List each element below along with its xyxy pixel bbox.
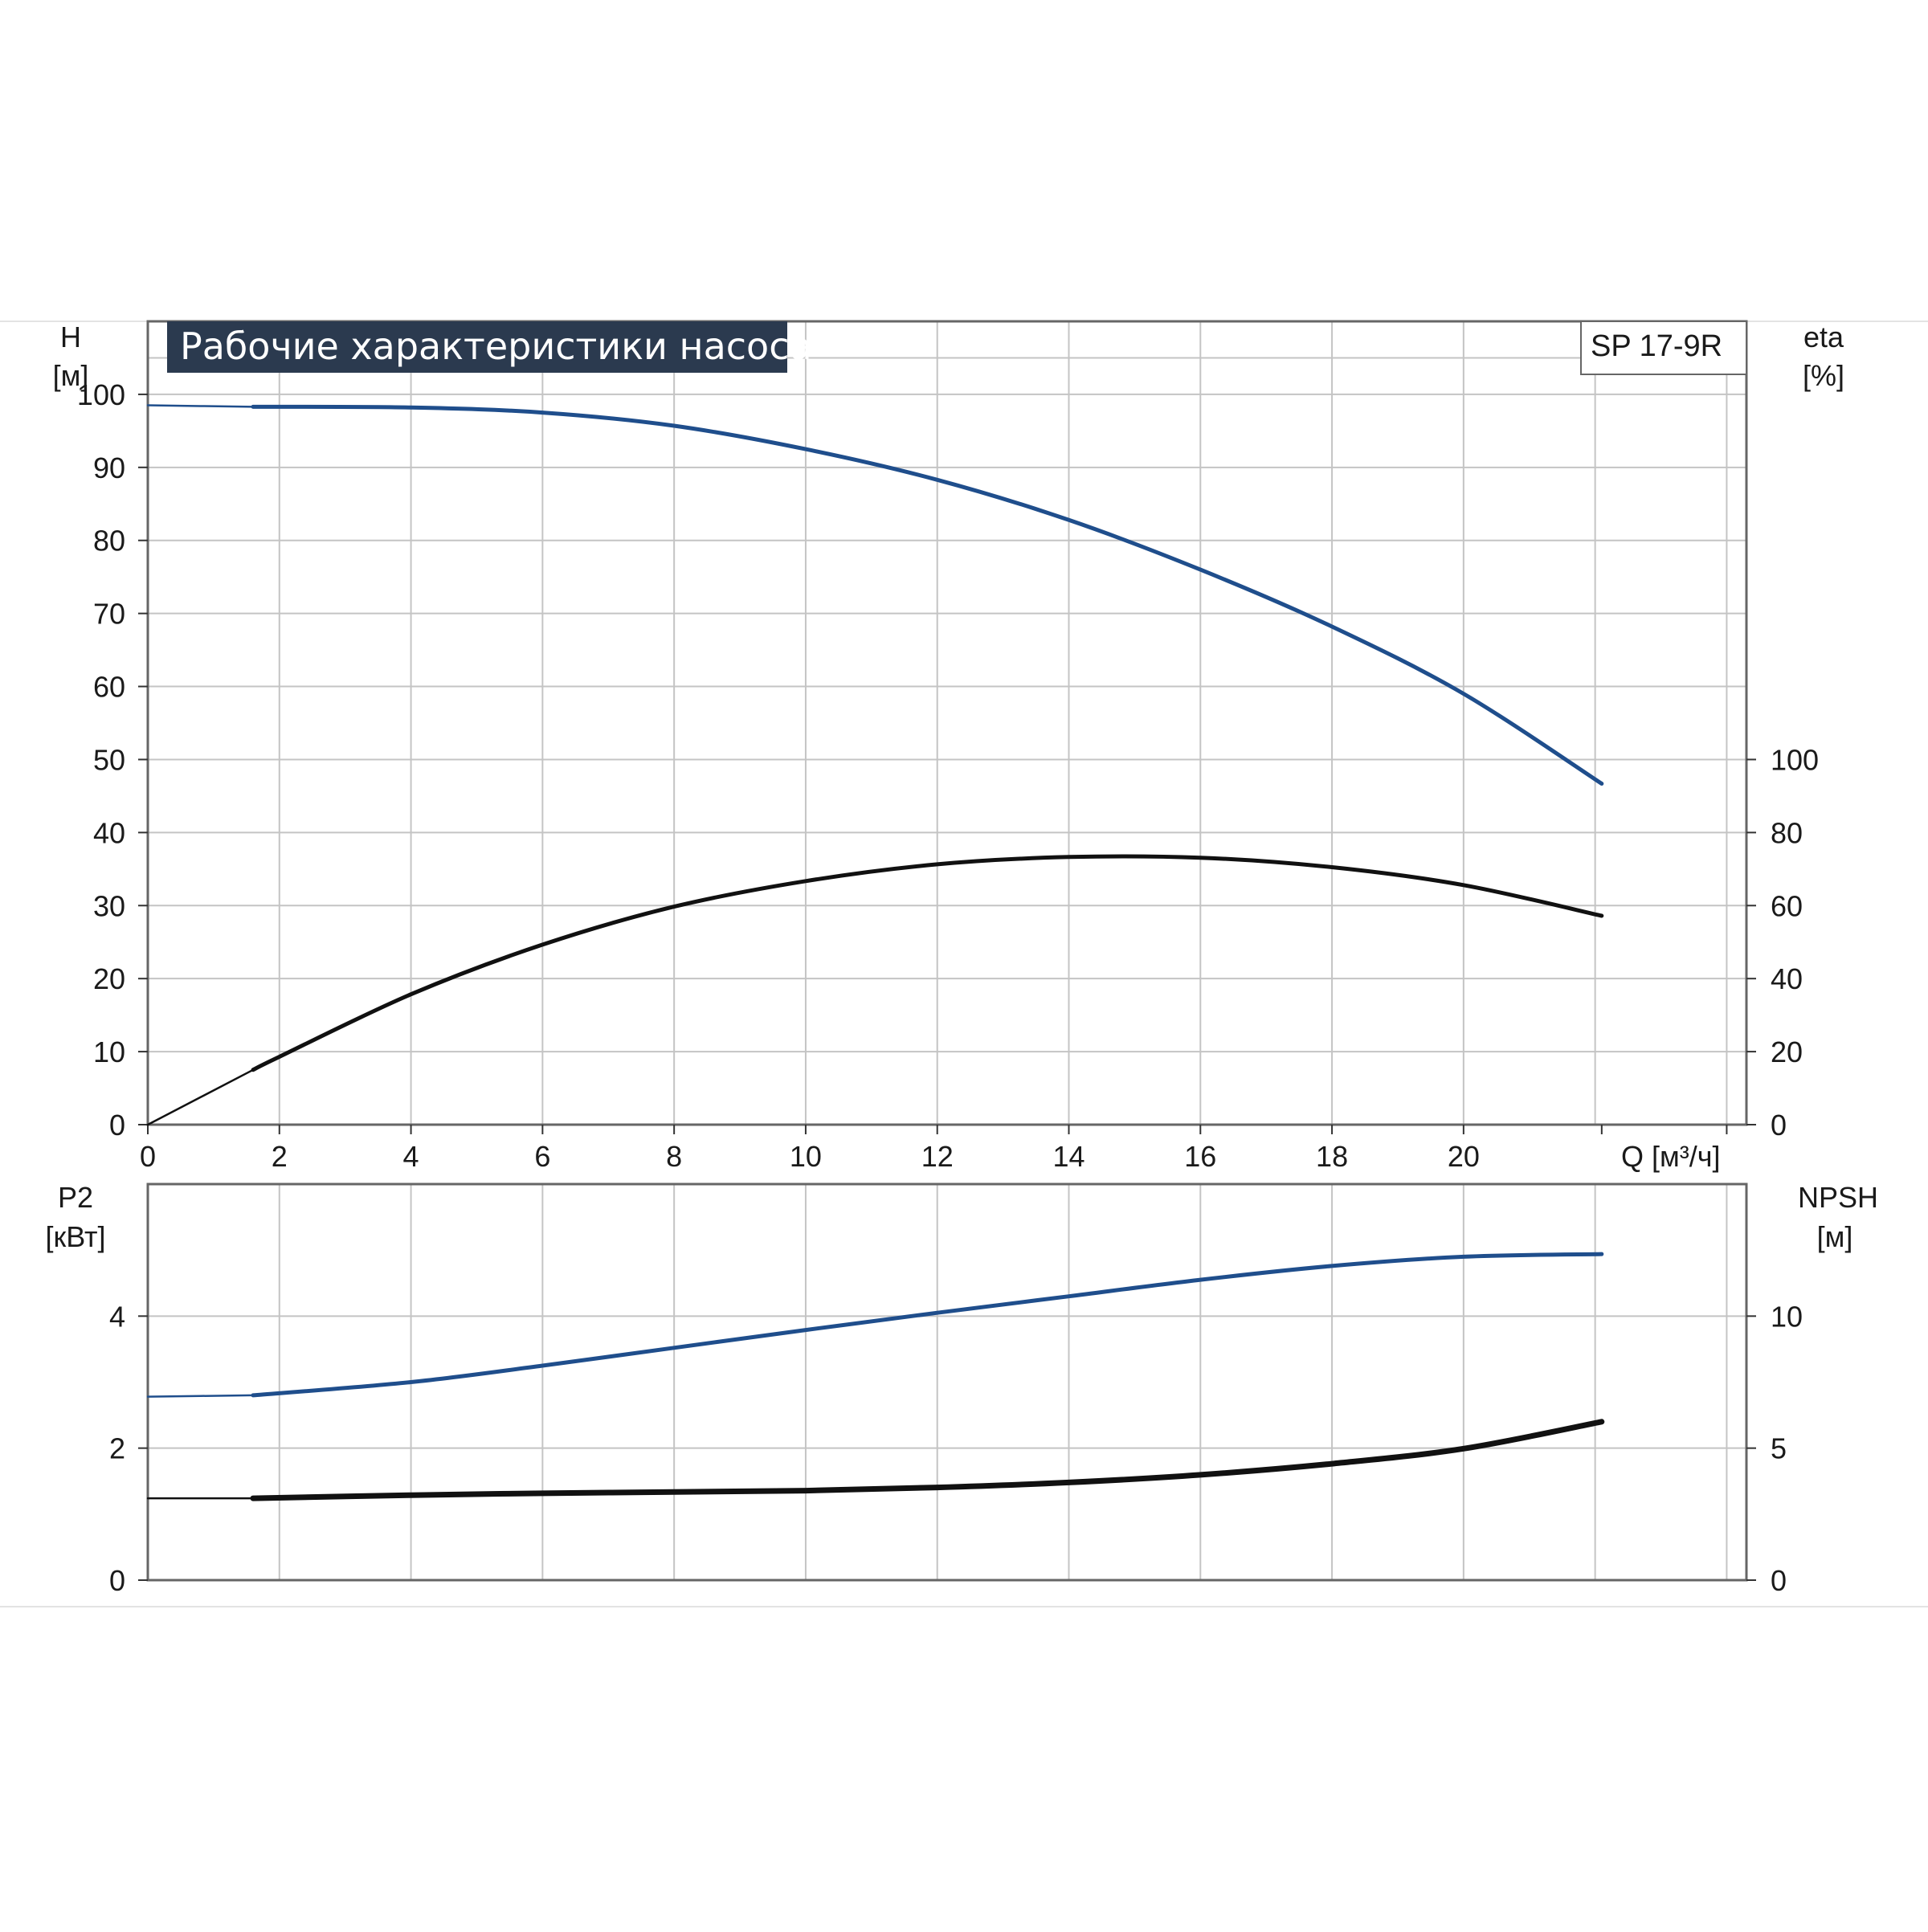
x-tick-label: 16 — [1184, 1140, 1216, 1173]
p2-tick-label: 0 — [109, 1564, 125, 1597]
q-axis-label: Q [м³/ч] — [1621, 1140, 1721, 1173]
x-tick-label: 10 — [790, 1140, 822, 1173]
title-background — [167, 321, 787, 373]
h-tick-label: 40 — [93, 816, 125, 849]
upper-plot-frame — [146, 320, 1748, 1126]
p2-axis-label: P2 — [58, 1181, 93, 1214]
h-axis-label: H — [60, 321, 81, 353]
lower-series-0-line — [251, 1252, 1604, 1398]
model-label: SP 17-9R — [1591, 329, 1722, 363]
x-tick-label: 6 — [534, 1140, 550, 1173]
h-tick-label: 10 — [93, 1035, 125, 1068]
x-tick-label: 2 — [272, 1140, 288, 1173]
h-tick-label: 60 — [93, 671, 125, 704]
model-box — [1580, 321, 1747, 375]
h-tick-label: 70 — [93, 598, 125, 631]
upper-series-1-line — [251, 854, 1604, 1072]
npsh-axis-label: NPSH — [1798, 1181, 1878, 1214]
npsh-tick-label: 5 — [1771, 1432, 1787, 1465]
lower-series — [146, 1252, 1605, 1501]
eta-tick-label: 100 — [1771, 743, 1819, 776]
upper-tick-labels: 0 2 4 6 8 10 12 14 16 18 20 0 10 20 30 40 50 60 70 80 90 100 0… — [77, 378, 1819, 1173]
upper-grid — [148, 321, 1746, 1125]
lower-series-1-line — [250, 1419, 1605, 1501]
upper-series — [146, 404, 1604, 1126]
upper-series-0-lead-line — [146, 404, 255, 408]
npsh-tick-label: 0 — [1771, 1564, 1787, 1597]
chart-title: Рабочие характеристики насоса — [180, 325, 812, 368]
h-tick-label: 80 — [93, 525, 125, 558]
lower-tick-labels: 0 2 4 0 5 10 — [109, 1300, 1803, 1597]
p2-tick-label: 2 — [109, 1432, 125, 1465]
p2-tick-label: 4 — [109, 1300, 125, 1333]
eta-tick-label: 80 — [1771, 816, 1803, 849]
h-tick-label: 20 — [93, 962, 125, 995]
eta-axis-unit: [%] — [1803, 359, 1844, 392]
upper-series-1-lead-line — [146, 1068, 255, 1126]
h-tick-label: 30 — [93, 889, 125, 922]
x-tick-label: 8 — [666, 1140, 682, 1173]
npsh-axis-unit: [м] — [1817, 1220, 1853, 1253]
h-tick-label: 90 — [93, 451, 125, 484]
eta-tick-label: 0 — [1771, 1109, 1787, 1142]
x-tick-label: 12 — [921, 1140, 954, 1173]
eta-tick-label: 60 — [1771, 889, 1803, 922]
h-axis-unit: [м] — [53, 359, 89, 392]
h-tick-label: 0 — [109, 1109, 125, 1142]
h-tick-label: 100 — [77, 378, 125, 411]
x-tick-label: 20 — [1448, 1140, 1480, 1173]
h-tick-label: 50 — [93, 743, 125, 776]
lower-series-0-lead-line — [146, 1394, 255, 1398]
p2-axis-unit: [кВт] — [45, 1220, 105, 1253]
lower-grid — [148, 1184, 1746, 1580]
x-tick-label: 18 — [1316, 1140, 1348, 1173]
x-tick-label: 14 — [1052, 1140, 1084, 1173]
upper-series-0-line — [251, 404, 1604, 786]
eta-tick-label: 40 — [1771, 962, 1803, 995]
x-tick-label: 0 — [140, 1140, 156, 1173]
eta-axis-label: eta — [1803, 321, 1844, 353]
eta-tick-label: 20 — [1771, 1035, 1803, 1068]
lower-plot-frame — [146, 1182, 1748, 1582]
npsh-tick-label: 10 — [1771, 1300, 1803, 1333]
x-tick-label: 4 — [403, 1140, 419, 1173]
